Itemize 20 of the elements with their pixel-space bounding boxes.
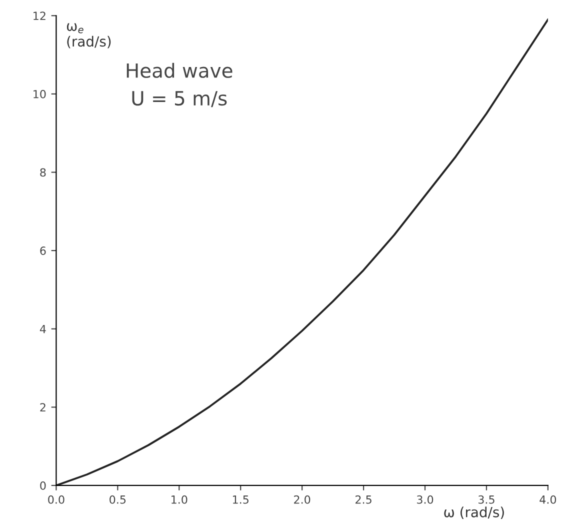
x-tick-label: 3.5 bbox=[478, 495, 494, 504]
line-series bbox=[56, 18, 548, 486]
x-axis-title: ω (rad/s) bbox=[444, 506, 504, 519]
y-tick-label: 8 bbox=[40, 168, 46, 177]
y-tick-label: 10 bbox=[34, 90, 46, 98]
y-tick-label: 2 bbox=[40, 403, 46, 412]
x-tick-label: 2.0 bbox=[294, 495, 310, 504]
x-tick-label: 0.5 bbox=[110, 495, 126, 504]
x-tick-label: 0.0 bbox=[48, 495, 64, 504]
x-tick-label: 1.5 bbox=[232, 496, 248, 504]
x-tick-label: 1.0 bbox=[172, 495, 188, 504]
y-tick-label: 0 bbox=[40, 481, 46, 490]
y-tick-label: 12 bbox=[34, 12, 46, 20]
x-tick-label: 4.0 bbox=[540, 495, 556, 504]
y-axis-title: ω$_{e}$ (rad/s) bbox=[66, 23, 111, 48]
y-tick-label: 6 bbox=[40, 246, 46, 255]
annotation: Head wave U = 5 m/s bbox=[126, 62, 232, 108]
x-tick-label: 2.5 bbox=[356, 495, 372, 504]
y-tick-label: 4 bbox=[40, 324, 46, 334]
x-tick-label: 3.0 bbox=[417, 495, 434, 504]
